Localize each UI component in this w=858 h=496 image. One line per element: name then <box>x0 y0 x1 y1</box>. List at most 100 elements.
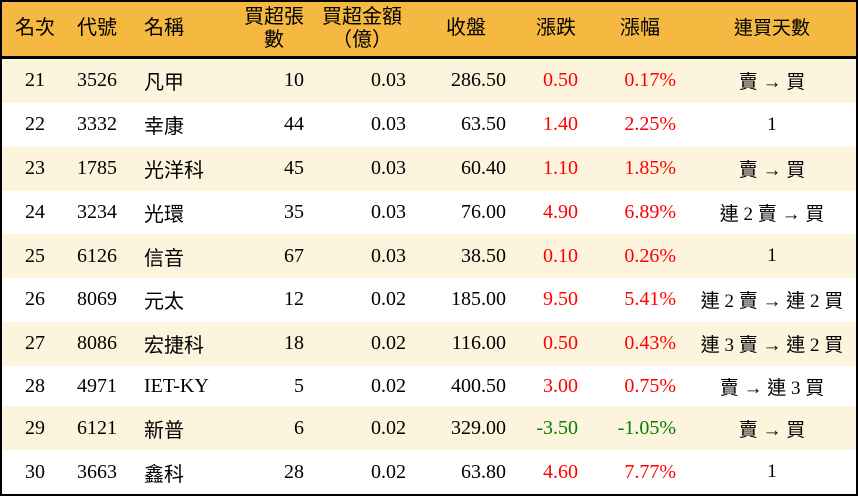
cell-change: -3.50 <box>536 416 578 439</box>
cell-name: 信音 <box>144 247 184 270</box>
cell-change: 4.60 <box>543 460 578 483</box>
cell-change-pct: 7.77% <box>624 460 676 483</box>
cell-streak: 1 <box>767 245 777 267</box>
col-header-volume: 買超張數 <box>236 2 312 59</box>
cell-code: 6121 <box>77 416 117 439</box>
cell-streak: 賣 → 買 <box>738 419 806 441</box>
cell-code: 1785 <box>77 157 117 180</box>
cell-rank: 29 <box>25 416 45 439</box>
cell-amount: 0.03 <box>371 69 406 92</box>
cell-streak: 1 <box>767 461 777 483</box>
cell-code: 6126 <box>77 244 117 267</box>
cell-name: 元太 <box>144 291 184 314</box>
cell-close: 329.00 <box>451 416 506 439</box>
col-header-name: 名稱 <box>126 2 236 59</box>
cell-volume: 28 <box>284 460 304 483</box>
cell-volume: 12 <box>284 288 304 311</box>
cell-change: 1.10 <box>543 157 578 180</box>
cell-volume: 6 <box>294 416 304 439</box>
cell-volume: 35 <box>284 200 304 223</box>
col-header-code: 代號 <box>68 2 126 59</box>
cell-amount: 0.02 <box>371 332 406 355</box>
cell-change: 0.50 <box>543 332 578 355</box>
cell-rank: 30 <box>25 460 45 483</box>
cell-rank: 22 <box>25 113 45 136</box>
cell-amount: 0.03 <box>371 113 406 136</box>
table-header: 名次 代號 名稱 買超張數 買超金額 （億） 收盤 漲跌 漲幅 連買天數 <box>2 2 856 59</box>
cell-code: 3526 <box>77 69 117 92</box>
cell-rank: 28 <box>25 374 45 397</box>
cell-amount: 0.03 <box>371 200 406 223</box>
cell-rank: 21 <box>25 69 45 92</box>
cell-code: 3663 <box>77 460 117 483</box>
cell-change-pct: 0.43% <box>624 332 676 355</box>
col-header-change: 漲跌 <box>520 2 592 59</box>
cell-change-pct: 0.17% <box>624 69 676 92</box>
cell-change: 9.50 <box>543 288 578 311</box>
cell-rank: 24 <box>25 200 45 223</box>
table-row: 28 4971 IET-KY 5 0.02 400.50 3.00 0.75% 賣 → 連 3 … <box>2 365 856 407</box>
table-row: 21 3526 凡甲 10 0.03 286.50 0.50 0.17% 賣 → 買 <box>2 57 856 104</box>
cell-change: 1.40 <box>543 113 578 136</box>
cell-close: 116.00 <box>451 332 506 355</box>
col-header-close: 收盤 <box>412 2 520 59</box>
cell-streak: 連 3 賣 → 連 2 買 <box>700 335 844 357</box>
cell-amount: 0.02 <box>371 374 406 397</box>
cell-streak: 1 <box>767 113 777 135</box>
col-header-amount: 買超金額 （億） <box>312 2 412 59</box>
table-row: 24 3234 光環 35 0.03 76.00 4.90 6.89% 連 2 賣 → 買 <box>2 190 856 235</box>
cell-name: 光環 <box>144 203 184 226</box>
cell-volume: 44 <box>284 113 304 136</box>
cell-volume: 5 <box>294 374 304 397</box>
header-row: 名次 代號 名稱 買超張數 買超金額 （億） 收盤 漲跌 漲幅 連買天數 <box>2 2 856 59</box>
cell-change-pct: 1.85% <box>624 157 676 180</box>
col-header-streak: 連買天數 <box>688 2 856 59</box>
cell-streak: 連 2 賣 → 連 2 買 <box>700 291 844 313</box>
table-row: 30 3663 鑫科 28 0.02 63.80 4.60 7.77% 1 <box>2 450 856 494</box>
cell-name: 新普 <box>144 419 184 442</box>
table-row: 29 6121 新普 6 0.02 329.00 -3.50 -1.05% 賣 → 買 <box>2 406 856 451</box>
cell-change-pct: 0.75% <box>624 374 676 397</box>
cell-close: 63.80 <box>461 460 506 483</box>
table-row: 22 3332 幸康 44 0.03 63.50 1.40 2.25% 1 <box>2 103 856 147</box>
cell-streak: 賣 → 買 <box>738 160 806 182</box>
cell-name: 鑫科 <box>144 463 184 486</box>
cell-volume: 18 <box>284 332 304 355</box>
cell-change-pct: 0.26% <box>624 244 676 267</box>
cell-close: 185.00 <box>451 288 506 311</box>
col-header-rank: 名次 <box>2 2 68 59</box>
cell-name: 宏捷科 <box>144 335 204 358</box>
cell-code: 8086 <box>77 332 117 355</box>
cell-amount: 0.03 <box>371 157 406 180</box>
table-row: 26 8069 元太 12 0.02 185.00 9.50 5.41% 連 2 賣 → 連 2… <box>2 278 856 322</box>
cell-change-pct: 2.25% <box>624 113 676 136</box>
cell-change-pct: -1.05% <box>617 416 676 439</box>
cell-close: 38.50 <box>461 244 506 267</box>
cell-volume: 67 <box>284 244 304 267</box>
cell-rank: 27 <box>25 332 45 355</box>
cell-streak: 賣 → 買 <box>738 72 806 94</box>
cell-amount: 0.02 <box>371 460 406 483</box>
cell-close: 400.50 <box>451 374 506 397</box>
cell-change: 3.00 <box>543 374 578 397</box>
cell-change-pct: 6.89% <box>624 200 676 223</box>
cell-volume: 45 <box>284 157 304 180</box>
table-body: 21 3526 凡甲 10 0.03 286.50 0.50 0.17% 賣 → 買 22 3332… <box>2 57 856 494</box>
cell-streak: 連 2 賣 → 買 <box>719 203 825 225</box>
cell-name: 凡甲 <box>144 72 184 95</box>
table-row: 23 1785 光洋科 45 0.03 60.40 1.10 1.85% 賣 → 買 <box>2 146 856 191</box>
cell-name: 光洋科 <box>144 160 204 183</box>
cell-change: 4.90 <box>543 200 578 223</box>
cell-change-pct: 5.41% <box>624 288 676 311</box>
cell-code: 3234 <box>77 200 117 223</box>
cell-rank: 25 <box>25 244 45 267</box>
cell-amount: 0.02 <box>371 288 406 311</box>
cell-volume: 10 <box>284 69 304 92</box>
cell-code: 3332 <box>77 113 117 136</box>
cell-change: 0.10 <box>543 244 578 267</box>
cell-close: 60.40 <box>461 157 506 180</box>
col-header-change-pct: 漲幅 <box>592 2 688 59</box>
cell-code: 8069 <box>77 288 117 311</box>
cell-rank: 26 <box>25 288 45 311</box>
